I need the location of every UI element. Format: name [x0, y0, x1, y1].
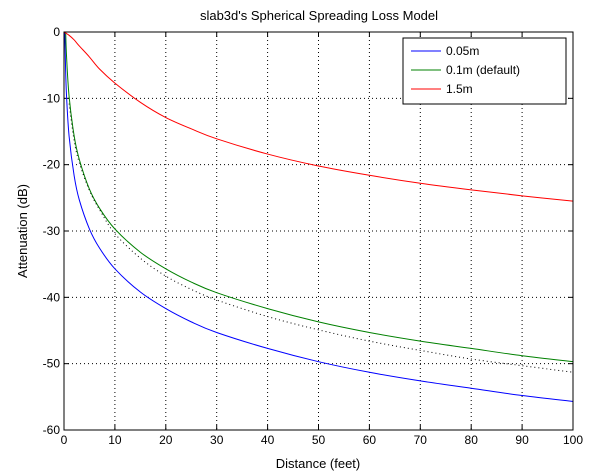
- x-tick-labels: 0 10 20 30 40 50 60 70 80 90 100: [61, 433, 584, 447]
- series-line-1: [65, 31, 574, 363]
- x-tick-label: 90: [515, 433, 529, 447]
- x-tick-label: 80: [465, 433, 479, 447]
- y-tick-label: 0: [53, 25, 60, 39]
- x-tick-label: 0: [61, 433, 68, 447]
- x-tick-label: 30: [210, 433, 224, 447]
- x-tick-label: 100: [563, 433, 583, 447]
- y-tick-labels: 0 -10 -20 -30 -40 -50 -60: [43, 25, 61, 437]
- x-tick-label: 50: [312, 433, 326, 447]
- y-tick-label: -40: [43, 290, 61, 304]
- legend: 0.05m 0.1m (default) 1.5m: [402, 37, 567, 105]
- series-layer: [63, 31, 574, 402]
- x-axis-label: Distance (feet): [276, 456, 361, 471]
- x-tick-label: 40: [261, 433, 275, 447]
- series-line-0: [64, 31, 574, 402]
- plot-frame: [63, 31, 574, 431]
- legend-label: 0.05m: [446, 44, 479, 58]
- legend-entries: 0.05m 0.1m (default) 1.5m: [411, 44, 520, 96]
- series-line-2: [63, 31, 574, 202]
- y-tick-label: -50: [43, 357, 61, 371]
- x-tick-label: 20: [159, 433, 173, 447]
- x-tick-label: 10: [108, 433, 122, 447]
- legend-box: [402, 37, 567, 105]
- y-tick-label: -20: [43, 158, 61, 172]
- y-axis-label: Attenuation (dB): [15, 184, 30, 278]
- x-tick-label: 70: [414, 433, 428, 447]
- y-tick-label: -10: [43, 91, 61, 105]
- legend-label: 1.5m: [446, 82, 473, 96]
- y-tick-label: -30: [43, 224, 61, 238]
- x-tick-label: 60: [363, 433, 377, 447]
- legend-label: 0.1m (default): [446, 63, 520, 77]
- y-tick-label: -60: [43, 423, 61, 437]
- chart-title: slab3d's Spherical Spreading Loss Model: [200, 8, 438, 23]
